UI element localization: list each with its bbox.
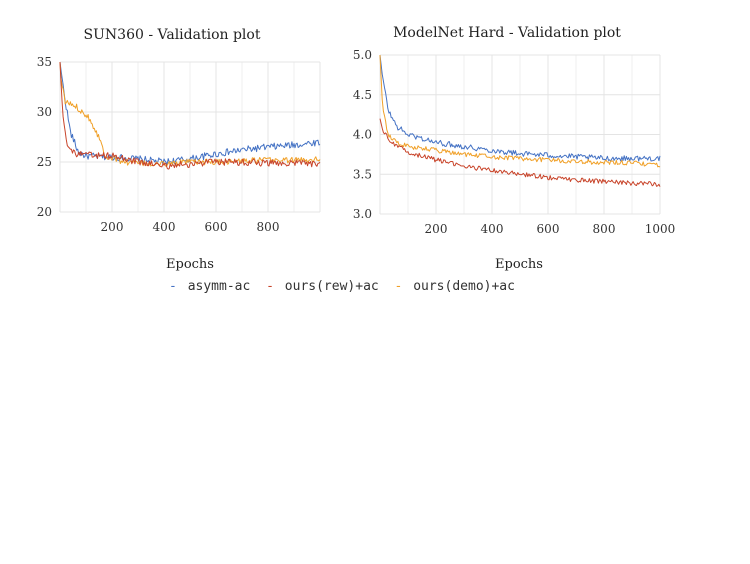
legend-text: - asymm-ac - ours(rew)+ac - ours(demo)+a… — [169, 279, 515, 294]
legend-label-asymm-ac: asymm-ac — [188, 279, 251, 294]
series-line-ours-demo-ac — [379, 54, 661, 168]
y-tick-label: 4.0 — [353, 128, 372, 142]
x-tick-label: 400 — [481, 222, 504, 236]
chart-title: ModelNet Hard - Validation plot — [393, 25, 621, 41]
legend-marker-ours-rew-ac: - — [266, 279, 274, 294]
y-tick-label: 30 — [37, 105, 52, 119]
x-axis-label: Epochs — [495, 257, 543, 272]
legend-label-ours-rew-ac: ours(rew)+ac — [285, 279, 379, 294]
y-tick-label: 3.5 — [353, 167, 372, 181]
legend: - asymm-ac - ours(rew)+ac - ours(demo)+a… — [169, 279, 515, 294]
y-tick-label: 20 — [37, 205, 52, 219]
series-line-ours-demo-ac — [59, 61, 321, 167]
series-line-asymm-ac — [379, 54, 661, 162]
y-tick-label: 4.5 — [353, 88, 372, 102]
x-tick-label: 800 — [257, 220, 280, 234]
legend-label-ours-demo-ac: ours(demo)+ac — [413, 279, 515, 294]
chart-modelnet-hard: ModelNet Hard - Validation plot 3.0 3.5 4.… — [353, 25, 675, 272]
x-tick-label: 200 — [425, 222, 448, 236]
series-line-ours-rew-ac — [379, 118, 661, 187]
series-line-ours-rew-ac — [59, 61, 321, 170]
chart-title: SUN360 - Validation plot — [84, 27, 261, 43]
y-tick-label: 35 — [37, 55, 52, 69]
x-axis-label: Epochs — [166, 257, 214, 272]
legend-marker-ours-demo-ac: - — [395, 279, 403, 294]
x-tick-label: 200 — [101, 220, 124, 234]
x-tick-label: 600 — [205, 220, 228, 234]
y-tick-label: 3.0 — [353, 207, 372, 221]
y-tick-label: 5.0 — [353, 48, 372, 62]
x-tick-label: 600 — [537, 222, 560, 236]
x-tick-label: 400 — [153, 220, 176, 234]
x-tick-label: 1000 — [645, 222, 676, 236]
y-tick-label: 25 — [37, 155, 52, 169]
x-tick-label: 800 — [593, 222, 616, 236]
chart-sun360: SUN360 - Validation plot 20 25 30 35 200 400 6… — [37, 27, 321, 272]
legend-marker-asymm-ac: - — [169, 279, 177, 294]
